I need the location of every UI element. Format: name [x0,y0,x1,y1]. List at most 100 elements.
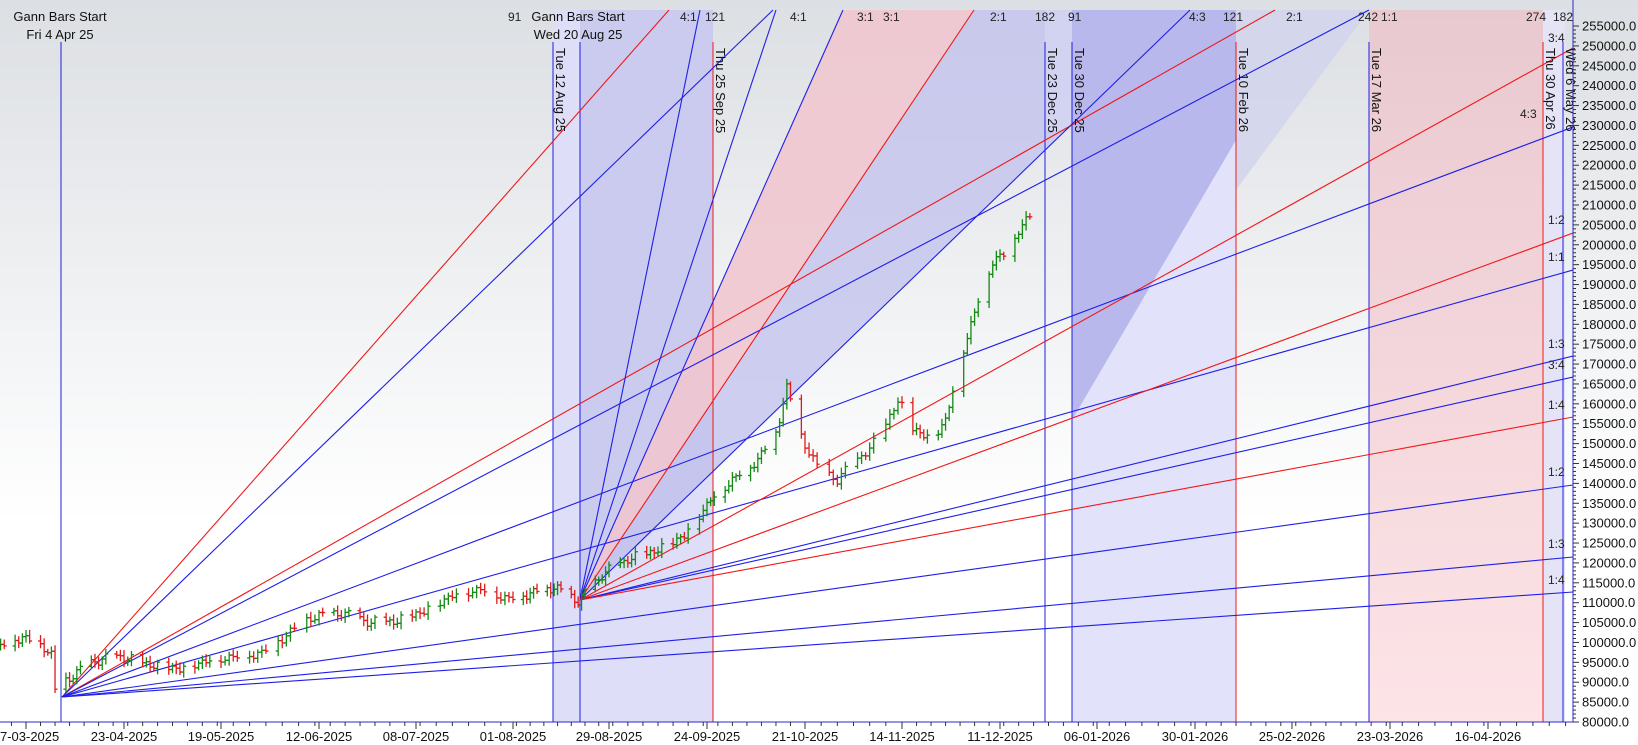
top-ratio-label: 182 [1553,10,1573,24]
date-label: 27-03-2025 [0,729,59,744]
date-label: 11-12-2025 [967,729,1033,744]
gann-start-title: Gann Bars Start [13,9,107,24]
gann-fan-lines [61,9,1573,698]
top-ratio-label: 91 [1068,10,1082,24]
price-bar [924,429,930,444]
price-label: 215000.0 [1582,178,1636,193]
price-label: 190000.0 [1582,277,1636,292]
date-axis[interactable]: 27-03-2025 23-04-2025 19-05-2025 12-06-2025… [0,721,1573,744]
price-label: 150000.0 [1582,436,1636,451]
price-label: 155000.0 [1582,416,1636,431]
price-bar [685,523,691,544]
price-bar [558,581,564,593]
price-bar [320,607,326,617]
price-label: 140000.0 [1582,476,1636,491]
price-bar [787,381,793,402]
price-label: 170000.0 [1582,357,1636,372]
top-ratio-label: 182 [1035,10,1055,24]
price-bar [814,452,820,469]
price-bar [155,659,161,675]
time-line-label: Thu 25 Sep 25 [713,48,728,133]
gann-fan-line[interactable] [61,591,1573,698]
price-label: 235000.0 [1582,98,1636,113]
date-label: 25-02-2026 [1259,729,1326,744]
price-label: 125000.0 [1582,536,1636,551]
time-line-label: Thu 30 Apr 26 [1543,48,1558,130]
price-label: 130000.0 [1582,516,1636,531]
price-label: 135000.0 [1582,496,1636,511]
price-label: 250000.0 [1582,38,1636,53]
price-label: 245000.0 [1582,58,1636,73]
fan-ratio-label: 1:4 [1548,573,1565,587]
price-label: 210000.0 [1582,197,1636,212]
top-ratio-label: 91 [508,10,522,24]
price-axis[interactable]: 80000.0 85000.0 90000.0 95000.0 100000.0 1050… [1572,0,1636,730]
price-bar [27,629,33,644]
price-label: 95000.0 [1582,655,1629,670]
price-bar [103,649,109,665]
price-label: 90000.0 [1582,675,1629,690]
gann-fan-line[interactable] [61,9,774,698]
price-bar [398,611,404,630]
gann-fan-line[interactable] [61,9,1276,698]
gann-fan-line[interactable] [579,47,1573,601]
zone-dec-feb-upper [1072,10,1236,420]
top-ratio-label: 274 [1526,10,1546,24]
gann-fan-line[interactable] [579,9,777,601]
price-bar [975,298,981,318]
price-bar [346,606,352,618]
gann-fan-line[interactable] [61,9,670,698]
chart-labels: Tue 12 Aug 25 Thu 25 Sep 25 Tue 23 Dec 25 T… [13,9,1578,587]
fan-ratio-label: 1:2 [1548,213,1565,227]
gann-fan-line[interactable] [61,484,1573,698]
gann-fan-line[interactable] [61,556,1573,698]
price-bar [582,586,588,599]
price-bar [482,583,488,597]
price-label: 195000.0 [1582,257,1636,272]
gann-fan-line[interactable] [579,416,1573,601]
gann-fan-line[interactable] [61,126,1573,698]
date-label: 21-10-2025 [772,729,839,744]
gann-fan-line[interactable] [61,269,1573,698]
top-ratio-label: 4:1 [790,10,807,24]
date-label: 12-06-2025 [286,729,353,744]
price-label: 165000.0 [1582,376,1636,391]
price-bar [534,583,540,594]
zone-mar-apr [1369,10,1543,722]
price-bar [128,650,134,667]
gann-fan-line[interactable] [61,9,1370,698]
gann-fan-line[interactable] [579,232,1573,601]
price-bar [950,386,956,414]
price-label: 200000.0 [1582,237,1636,252]
gann-start-title: Gann Bars Start [531,9,625,24]
price-bar [52,645,58,693]
price-label: 240000.0 [1582,78,1636,93]
fan-ratio-label: 1:1 [1548,250,1565,264]
fan-ratio-label: 4:3 [1520,107,1537,121]
gann-fan-line[interactable] [579,355,1573,601]
time-line-label: Tue 23 Dec 25 [1045,48,1060,133]
gann-fan-line[interactable] [579,9,844,601]
price-bar [263,644,269,654]
gann-fan-line[interactable] [579,9,1191,601]
top-ratio-label: 242 [1358,10,1378,24]
date-label: 01-08-2025 [480,729,547,744]
top-ratio-label: 121 [1223,10,1243,24]
time-line-label: Tue 12 Aug 25 [553,48,568,132]
fan-ratio-label: 1:3 [1548,337,1565,351]
price-label: 230000.0 [1582,118,1636,133]
price-label: 110000.0 [1582,595,1635,610]
price-bar [606,561,612,578]
top-ratio-label: 3:4 [1548,31,1565,45]
price-label: 115000.0 [1582,575,1635,590]
gann-start-date: Wed 20 Aug 25 [534,27,623,42]
gann-fan-line[interactable] [579,9,975,601]
gann-fan-line[interactable] [579,376,1573,601]
price-label: 255000.0 [1582,19,1636,34]
date-label: 06-01-2026 [1064,729,1131,744]
zone-feb-mar-strip [1236,10,1369,190]
gann-fan-line[interactable] [579,9,701,601]
date-label: 23-03-2026 [1357,729,1424,744]
price-bar [842,461,848,479]
